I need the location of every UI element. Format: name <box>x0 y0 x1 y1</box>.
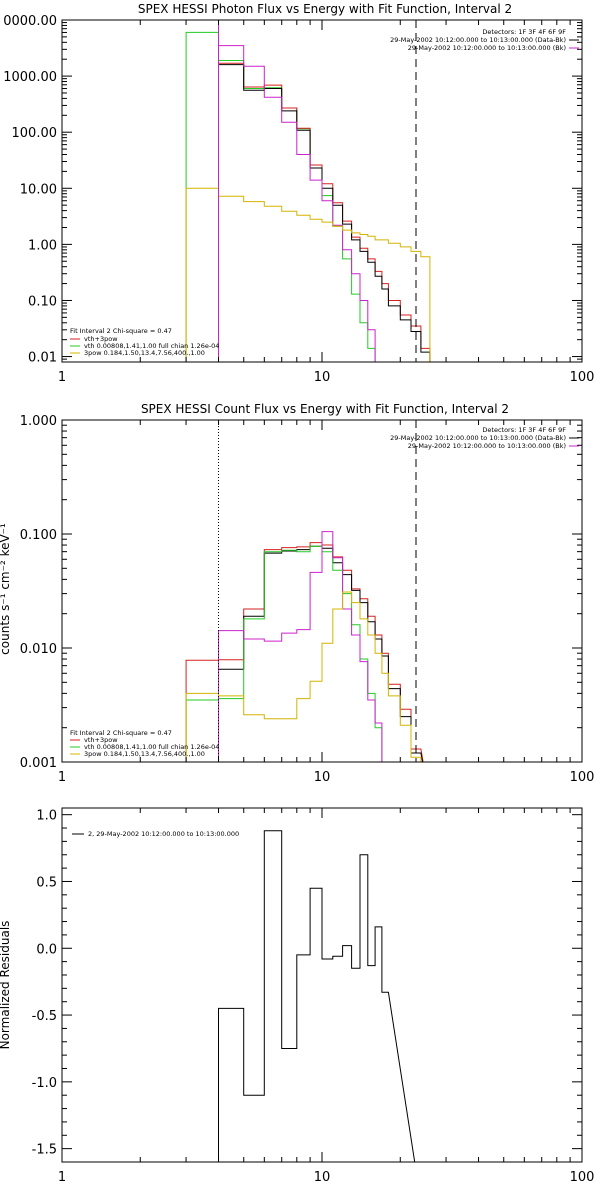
photon-flux-panel: SPEX HESSI Photon Flux vs Energy with Fi… <box>3 2 594 385</box>
count-legend-total: vth+3pow <box>84 736 118 744</box>
count-header-text: Detectors: 1F 3F 4F 6F 9F 29-May-2002 10… <box>390 426 579 450</box>
photon-legend-fit: Fit Interval 2 Chi-square = 0.47 <box>70 327 172 335</box>
count-data-bk-line: 29-May-2002 10:12:00.000 to 10:13:00.000… <box>390 434 566 442</box>
y-tick-label: -1.0 <box>32 1076 57 1091</box>
x-tick-label: 1 <box>58 770 66 785</box>
photon-legend: Fit Interval 2 Chi-square = 0.47 vth+3po… <box>70 327 219 357</box>
photon-legend-powerlaw: 3pow 0.184,1.50,13.4,7.56,400.,1.00 <box>84 349 205 357</box>
count-legend-fit: Fit Interval 2 Chi-square = 0.47 <box>70 729 172 737</box>
residuals-legend-label: 2, 29-May-2002 10:12:00.000 to 10:13:00.… <box>88 830 239 838</box>
count-flux-panel: SPEX HESSI Count Flux vs Energy with Fit… <box>0 402 595 785</box>
photon-chart-title: SPEX HESSI Photon Flux vs Energy with Fi… <box>138 2 512 16</box>
x-tick-label: 100 <box>570 370 595 385</box>
y-tick-label: 0.001 <box>20 756 57 771</box>
photon-legend-thermal: vth 0.00808,1.41,1.00 full chian 1.26e-0… <box>84 342 219 350</box>
photon-axes: 1 10 100 0.01 0.10 1.00 10.00 100.00 1000.00 0000… <box>3 14 594 385</box>
x-tick-label: 10 <box>314 770 331 785</box>
y-tick-label: 10.00 <box>20 182 57 197</box>
series-data-step-line <box>218 830 416 1162</box>
y-tick-label: 1.0 <box>36 809 57 824</box>
y-tick-label: -1.5 <box>32 1143 57 1158</box>
count-y-axis-label: counts s⁻¹ cm⁻² keV⁻¹ <box>0 523 12 655</box>
x-tick-label: 10 <box>314 1170 331 1185</box>
y-tick-label: 100.00 <box>12 126 58 141</box>
photon-series-group <box>185 31 431 362</box>
residuals-series-group <box>218 830 416 1162</box>
series-powerlaw-step-line <box>185 591 422 762</box>
count-legend: Fit Interval 2 Chi-square = 0.47 vth+3po… <box>70 729 219 758</box>
residuals-axes: 1 10 100 1.0 0.5 0.0 -0.5 -1.0 -1.5 <box>32 808 595 1185</box>
count-legend-thermal: vth 0.00808,1.41,1.00 full chian 1.26e-0… <box>84 743 219 751</box>
photon-data-bk-line: 29-May-2002 10:12:00.000 to 10:13:00.000… <box>390 36 566 44</box>
count-chart-title: SPEX HESSI Count Flux vs Energy with Fit… <box>141 402 509 416</box>
residuals-y-axis-label: Normalized Residuals <box>0 921 12 1050</box>
count-legend-powerlaw: 3pow 0.184,1.50,13.4,7.56,400.,1.00 <box>84 750 205 758</box>
series-background-step-line <box>218 45 376 362</box>
photon-header-text: Detectors: 1F 3F 4F 6F 9F 29-May-2002 10… <box>390 28 579 52</box>
y-tick-label: 1.00 <box>28 238 57 253</box>
series-data-step-line <box>218 64 431 362</box>
y-tick-label: 1000.00 <box>3 70 57 85</box>
x-tick-label: 100 <box>570 1170 595 1185</box>
x-tick-label: 1 <box>58 370 66 385</box>
count-bk-line: 29-May-2002 10:12:00.000 to 10:13:00.000… <box>408 442 566 450</box>
y-tick-label: 0.10 <box>28 294 57 309</box>
photon-bk-line: 29-May-2002 10:12:00.000 to 10:13:00.000… <box>408 44 566 52</box>
x-tick-label: 10 <box>314 370 331 385</box>
count-detectors-line: Detectors: 1F 3F 4F 6F 9F <box>482 426 566 434</box>
x-tick-label: 1 <box>58 1170 66 1185</box>
residuals-plot-frame <box>61 807 583 1163</box>
count-series-group <box>185 531 424 762</box>
series-thermal-step-line <box>185 545 389 762</box>
y-tick-label: 0000.00 <box>3 14 57 29</box>
y-tick-label: -0.5 <box>32 1009 57 1024</box>
photon-legend-total: vth+3pow <box>84 335 118 343</box>
series-background-step-line <box>218 531 383 762</box>
series-total-step-line <box>185 542 424 762</box>
series-powerlaw-step-line <box>185 187 431 362</box>
y-tick-label: 0.5 <box>36 875 57 890</box>
residuals-legend: 2, 29-May-2002 10:12:00.000 to 10:13:00.… <box>72 830 239 838</box>
count-vlines-group <box>218 420 417 762</box>
y-tick-label: 0.100 <box>20 528 57 543</box>
count-plot-frame <box>61 419 583 763</box>
residuals-panel: Normalized Residuals 1 10 100 1.0 0.5 0.0 -0.5… <box>0 807 595 1185</box>
series-data-step-line <box>218 545 424 762</box>
y-tick-label: 1.000 <box>20 414 57 429</box>
y-tick-label: 0.0 <box>36 942 57 957</box>
x-tick-label: 100 <box>570 770 595 785</box>
photon-detectors-line: Detectors: 1F 3F 4F 6F 9F <box>482 28 566 36</box>
photon-vlines-group <box>218 20 417 362</box>
y-tick-label: 0.01 <box>28 351 57 366</box>
y-tick-label: 0.010 <box>20 642 57 657</box>
series-total-step-line <box>218 62 431 362</box>
